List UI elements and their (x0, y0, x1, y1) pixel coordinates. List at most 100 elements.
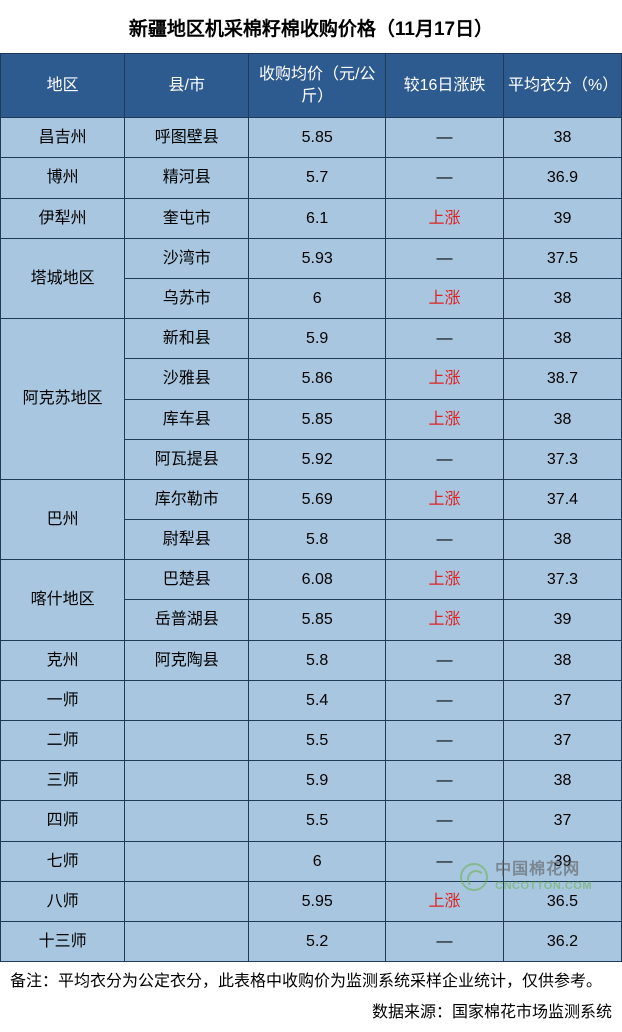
region-cell: 塔城地区 (1, 238, 125, 318)
county-cell: 沙湾市 (125, 238, 249, 278)
price-cell: 5.9 (249, 761, 386, 801)
region-cell: 七师 (1, 841, 125, 881)
rate-cell: 37.3 (503, 439, 621, 479)
change-cell: — (385, 640, 503, 680)
region-cell: 克州 (1, 640, 125, 680)
change-cell: — (385, 319, 503, 359)
table-row: 伊犁州奎屯市6.1上涨39 (1, 198, 622, 238)
change-cell: 上涨 (385, 399, 503, 439)
region-cell: 伊犁州 (1, 198, 125, 238)
price-cell: 5.8 (249, 640, 386, 680)
county-cell: 精河县 (125, 158, 249, 198)
region-cell: 八师 (1, 881, 125, 921)
table-row: 阿克苏地区新和县5.9—38 (1, 319, 622, 359)
county-cell: 巴楚县 (125, 560, 249, 600)
table-row: 四师5.5—37 (1, 801, 622, 841)
price-table-document: 新疆地区机采棉籽棉收购价格（11月17日） 地区县/市收购均价（元/公斤）较16… (0, 0, 622, 1032)
county-cell (125, 721, 249, 761)
table-row: 昌吉州呼图壁县5.85—38 (1, 118, 622, 158)
change-cell: — (385, 801, 503, 841)
rate-cell: 37.5 (503, 238, 621, 278)
county-cell: 阿瓦提县 (125, 439, 249, 479)
rate-cell: 38 (503, 399, 621, 439)
table-row: 七师 6—39 (1, 841, 622, 881)
county-cell: 岳普湖县 (125, 600, 249, 640)
region-cell: 阿克苏地区 (1, 319, 125, 480)
column-header: 地区 (1, 54, 125, 118)
change-cell: — (385, 118, 503, 158)
rate-cell: 37 (503, 721, 621, 761)
price-cell: 5.85 (249, 118, 386, 158)
price-cell: 5.69 (249, 479, 386, 519)
table-row: 三师5.9—38 (1, 761, 622, 801)
county-cell: 沙雅县 (125, 359, 249, 399)
column-header: 平均衣分（%） (503, 54, 621, 118)
change-cell: 上涨 (385, 600, 503, 640)
region-cell: 四师 (1, 801, 125, 841)
rate-cell: 38 (503, 761, 621, 801)
county-cell: 呼图壁县 (125, 118, 249, 158)
county-cell: 尉犁县 (125, 520, 249, 560)
region-cell: 十三师 (1, 921, 125, 961)
rate-cell: 36.2 (503, 921, 621, 961)
county-cell: 阿克陶县 (125, 640, 249, 680)
data-source: 数据来源：国家棉花市场监测系统 (0, 996, 622, 1032)
change-cell: — (385, 439, 503, 479)
change-cell: 上涨 (385, 560, 503, 600)
region-cell: 一师 (1, 680, 125, 720)
price-cell: 6 (249, 278, 386, 318)
price-table: 地区县/市收购均价（元/公斤）较16日涨跌平均衣分（%） 昌吉州呼图壁县5.85… (0, 53, 622, 962)
price-cell: 5.2 (249, 921, 386, 961)
table-row: 喀什地区巴楚县6.08上涨37.3 (1, 560, 622, 600)
change-cell: — (385, 841, 503, 881)
county-cell (125, 841, 249, 881)
price-cell: 6.08 (249, 560, 386, 600)
county-cell (125, 680, 249, 720)
rate-cell: 36.5 (503, 881, 621, 921)
price-cell: 5.92 (249, 439, 386, 479)
county-cell (125, 761, 249, 801)
rate-cell: 38 (503, 118, 621, 158)
table-row: 克州阿克陶县5.8—38 (1, 640, 622, 680)
price-cell: 5.93 (249, 238, 386, 278)
table-header-row: 地区县/市收购均价（元/公斤）较16日涨跌平均衣分（%） (1, 54, 622, 118)
change-cell: — (385, 921, 503, 961)
rate-cell: 37 (503, 680, 621, 720)
table-row: 塔城地区沙湾市5.93—37.5 (1, 238, 622, 278)
price-cell: 6.1 (249, 198, 386, 238)
change-cell: — (385, 158, 503, 198)
rate-cell: 38 (503, 278, 621, 318)
price-cell: 5.86 (249, 359, 386, 399)
county-cell (125, 921, 249, 961)
rate-cell: 39 (503, 198, 621, 238)
column-header: 收购均价（元/公斤） (249, 54, 386, 118)
region-cell: 喀什地区 (1, 560, 125, 640)
change-cell: 上涨 (385, 198, 503, 238)
table-row: 一师5.4—37 (1, 680, 622, 720)
page-title: 新疆地区机采棉籽棉收购价格（11月17日） (0, 0, 622, 53)
rate-cell: 38.7 (503, 359, 621, 399)
price-cell: 5.9 (249, 319, 386, 359)
rate-cell: 38 (503, 520, 621, 560)
price-cell: 5.7 (249, 158, 386, 198)
rate-cell: 39 (503, 841, 621, 881)
region-cell: 博州 (1, 158, 125, 198)
price-cell: 5.5 (249, 721, 386, 761)
rate-cell: 37.3 (503, 560, 621, 600)
county-cell (125, 801, 249, 841)
price-cell: 6 (249, 841, 386, 881)
region-cell: 昌吉州 (1, 118, 125, 158)
rate-cell: 38 (503, 319, 621, 359)
county-cell: 库车县 (125, 399, 249, 439)
change-cell: 上涨 (385, 881, 503, 921)
price-cell: 5.85 (249, 399, 386, 439)
table-row: 二师5.5—37 (1, 721, 622, 761)
price-cell: 5.8 (249, 520, 386, 560)
table-body: 昌吉州呼图壁县5.85—38博州精河县5.7—36.9伊犁州奎屯市6.1上涨39… (1, 118, 622, 962)
rate-cell: 37.4 (503, 479, 621, 519)
change-cell: 上涨 (385, 278, 503, 318)
change-cell: — (385, 680, 503, 720)
change-cell: — (385, 761, 503, 801)
change-cell: 上涨 (385, 479, 503, 519)
county-cell: 新和县 (125, 319, 249, 359)
